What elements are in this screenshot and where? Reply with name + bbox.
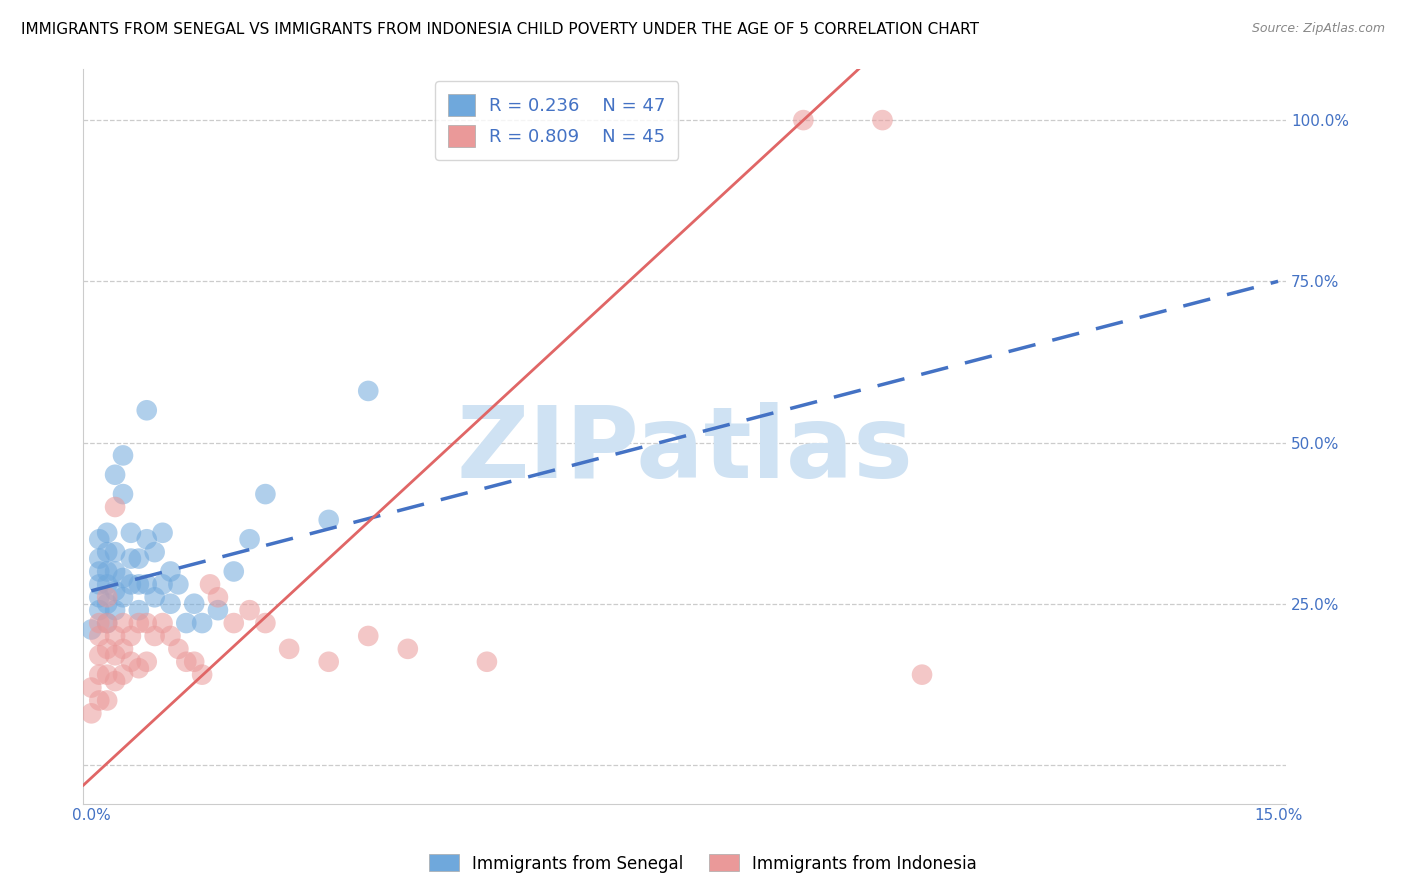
Point — [159, 597, 181, 611]
Point — [254, 616, 277, 631]
Point — [183, 597, 205, 611]
Point — [89, 667, 111, 681]
Point — [104, 565, 127, 579]
Point — [111, 571, 134, 585]
Point — [207, 603, 229, 617]
Point — [357, 384, 380, 398]
Point — [89, 551, 111, 566]
Point — [128, 661, 150, 675]
Point — [89, 603, 111, 617]
Point — [222, 565, 245, 579]
Point — [135, 616, 157, 631]
Point — [104, 500, 127, 514]
Point — [135, 577, 157, 591]
Point — [167, 641, 190, 656]
Point — [89, 565, 111, 579]
Point — [111, 616, 134, 631]
Point — [96, 616, 118, 631]
Point — [96, 591, 118, 605]
Point — [104, 629, 127, 643]
Point — [792, 113, 814, 128]
Point — [96, 693, 118, 707]
Point — [128, 616, 150, 631]
Point — [475, 655, 498, 669]
Point — [396, 641, 419, 656]
Point — [89, 616, 111, 631]
Point — [174, 655, 197, 669]
Point — [152, 525, 174, 540]
Point — [128, 551, 150, 566]
Point — [89, 693, 111, 707]
Point — [254, 487, 277, 501]
Point — [120, 655, 142, 669]
Point — [135, 533, 157, 547]
Point — [222, 616, 245, 631]
Point — [111, 641, 134, 656]
Point — [111, 487, 134, 501]
Point — [89, 577, 111, 591]
Point — [120, 577, 142, 591]
Point — [152, 616, 174, 631]
Point — [96, 577, 118, 591]
Point — [128, 577, 150, 591]
Point — [120, 629, 142, 643]
Point — [80, 681, 103, 695]
Point — [96, 667, 118, 681]
Point — [96, 641, 118, 656]
Point — [911, 667, 934, 681]
Point — [198, 577, 221, 591]
Point — [872, 113, 894, 128]
Point — [111, 591, 134, 605]
Point — [96, 616, 118, 631]
Point — [96, 565, 118, 579]
Point — [191, 616, 214, 631]
Legend: R = 0.236    N = 47, R = 0.809    N = 45: R = 0.236 N = 47, R = 0.809 N = 45 — [436, 81, 678, 160]
Point — [120, 525, 142, 540]
Point — [120, 551, 142, 566]
Point — [183, 655, 205, 669]
Point — [89, 591, 111, 605]
Point — [239, 533, 262, 547]
Point — [135, 655, 157, 669]
Text: IMMIGRANTS FROM SENEGAL VS IMMIGRANTS FROM INDONESIA CHILD POVERTY UNDER THE AGE: IMMIGRANTS FROM SENEGAL VS IMMIGRANTS FR… — [21, 22, 979, 37]
Point — [96, 525, 118, 540]
Point — [104, 648, 127, 663]
Point — [104, 674, 127, 689]
Point — [96, 597, 118, 611]
Point — [135, 403, 157, 417]
Point — [207, 591, 229, 605]
Point — [104, 467, 127, 482]
Point — [111, 667, 134, 681]
Point — [128, 603, 150, 617]
Point — [111, 449, 134, 463]
Point — [143, 591, 166, 605]
Point — [89, 533, 111, 547]
Point — [104, 583, 127, 598]
Point — [239, 603, 262, 617]
Point — [278, 641, 301, 656]
Point — [96, 545, 118, 559]
Point — [159, 565, 181, 579]
Point — [318, 655, 340, 669]
Point — [152, 577, 174, 591]
Point — [80, 623, 103, 637]
Point — [143, 629, 166, 643]
Point — [167, 577, 190, 591]
Point — [191, 667, 214, 681]
Point — [357, 629, 380, 643]
Point — [80, 706, 103, 721]
Text: ZIPatlas: ZIPatlas — [457, 402, 912, 500]
Point — [104, 545, 127, 559]
Text: Source: ZipAtlas.com: Source: ZipAtlas.com — [1251, 22, 1385, 36]
Point — [318, 513, 340, 527]
Point — [104, 603, 127, 617]
Point — [143, 545, 166, 559]
Legend: Immigrants from Senegal, Immigrants from Indonesia: Immigrants from Senegal, Immigrants from… — [422, 847, 984, 880]
Point — [89, 648, 111, 663]
Point — [89, 629, 111, 643]
Point — [159, 629, 181, 643]
Point — [174, 616, 197, 631]
